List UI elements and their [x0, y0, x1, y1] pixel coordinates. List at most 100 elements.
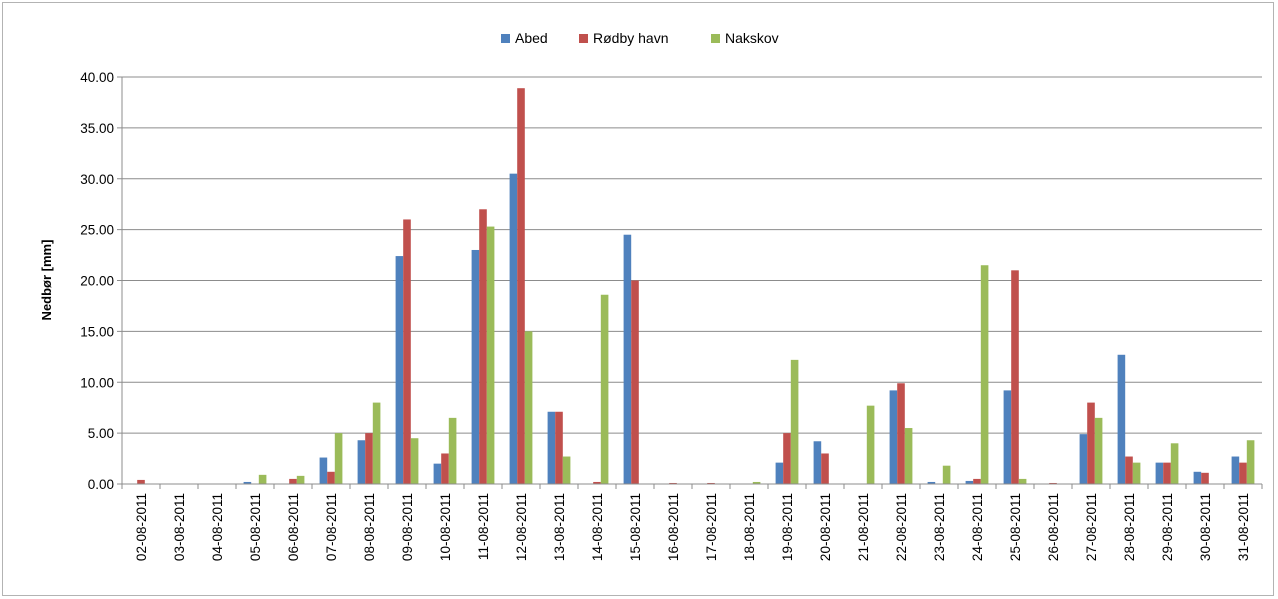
bar-rødby-havn [821, 453, 829, 484]
bar-rødby-havn [1087, 402, 1095, 484]
bar-nakskov [296, 475, 305, 484]
x-tick-label: 16-08-2011 [666, 493, 681, 561]
bar-abed [509, 173, 518, 484]
bar-abed [1155, 462, 1164, 484]
bar-rødby-havn [1125, 456, 1133, 484]
bar-abed [1117, 354, 1126, 484]
bar-abed [1193, 471, 1202, 484]
legend-label: Abed [515, 30, 548, 46]
bar-rødby-havn [555, 411, 563, 484]
legend-swatch [501, 34, 510, 43]
bar-rødby-havn [137, 479, 145, 484]
y-tick-label: 30.00 [80, 172, 114, 187]
x-tick-label: 03-08-2011 [172, 493, 187, 561]
x-tick-label: 31-08-2011 [1236, 493, 1251, 561]
y-tick-labels: 0.00 5.00 10.00 15.00 20.00 25.00 30.00 35.00 40… [80, 70, 114, 492]
legend-label: Nakskov [725, 30, 779, 46]
axes [121, 77, 1263, 489]
x-tick-label: 30-08-2011 [1198, 493, 1213, 561]
y-tick-label: 25.00 [80, 223, 114, 238]
bar-nakskov [1132, 462, 1141, 484]
y-tick-label: 10.00 [80, 375, 114, 390]
bar-abed [433, 463, 442, 484]
y-axis-label: Nedbør [mm] [39, 240, 54, 321]
bar-rødby-havn [707, 482, 715, 484]
bar-rødby-havn [973, 478, 981, 484]
bar-nakskov [334, 433, 343, 484]
x-tick-label: 14-08-2011 [590, 493, 605, 561]
x-tick-label: 22-08-2011 [894, 493, 909, 561]
bar-nakskov [752, 481, 761, 484]
x-tick-label: 23-08-2011 [932, 493, 947, 561]
x-tick-label: 08-08-2011 [362, 493, 377, 561]
bar-abed [471, 249, 480, 484]
legend: Abed Rødby havn Nakskov [501, 30, 779, 46]
bar-rødby-havn [897, 383, 905, 484]
x-tick-label: 13-08-2011 [552, 493, 567, 561]
y-tick-label: 35.00 [80, 121, 114, 136]
bar-rødby-havn [669, 482, 677, 484]
bar-rødby-havn [593, 481, 601, 484]
y-tick-label: 5.00 [88, 426, 114, 441]
x-tick-label: 09-08-2011 [400, 493, 415, 561]
bar-nakskov [448, 417, 457, 484]
x-tick-label: 10-08-2011 [438, 493, 453, 561]
bar-nakskov [790, 359, 799, 484]
bar-nakskov [372, 402, 381, 484]
bar-abed [813, 441, 822, 484]
bar-abed [889, 390, 898, 484]
bar-abed [395, 256, 404, 484]
bar-rødby-havn [1011, 270, 1019, 484]
x-tick-label: 06-08-2011 [286, 493, 301, 561]
x-tick-label: 18-08-2011 [742, 493, 757, 561]
bar-rødby-havn [479, 209, 487, 484]
bar-rødby-havn [441, 453, 449, 484]
bar-abed [623, 234, 632, 484]
x-tick-label: 17-08-2011 [704, 493, 719, 561]
x-tick-label: 04-08-2011 [210, 493, 225, 561]
legend-label: Rødby havn [593, 30, 668, 46]
x-tick-label: 26-08-2011 [1046, 493, 1061, 561]
bar-abed [319, 457, 328, 484]
y-tick-label: 20.00 [80, 274, 114, 289]
bar-nakskov [1170, 443, 1179, 484]
bar-rødby-havn [1201, 472, 1209, 484]
bar-rødby-havn [783, 433, 791, 484]
bar-nakskov [980, 265, 989, 484]
bar-nakskov [866, 405, 875, 484]
bar-rødby-havn [1239, 462, 1247, 484]
legend-swatch [711, 34, 720, 43]
x-tick-label: 24-08-2011 [970, 493, 985, 561]
y-tick-label: 0.00 [88, 477, 114, 492]
bar-nakskov [562, 456, 571, 484]
x-tick-label: 19-08-2011 [780, 493, 795, 561]
bar-abed [965, 480, 974, 484]
bar-nakskov [942, 465, 951, 484]
bar-nakskov [410, 438, 419, 484]
bar-rødby-havn [1049, 482, 1057, 484]
bar-nakskov [904, 428, 913, 484]
bar-rødby-havn [517, 88, 525, 484]
bar-abed [927, 481, 936, 484]
legend-swatch [579, 34, 588, 43]
bar-rødby-havn [289, 478, 297, 484]
gridlines [117, 76, 1262, 485]
bar-nakskov [1246, 440, 1255, 484]
bar-abed [243, 481, 252, 484]
x-tick-label: 12-08-2011 [514, 493, 529, 561]
y-tick-label: 40.00 [80, 70, 114, 85]
bar-abed [1231, 456, 1240, 484]
bar-nakskov [1018, 478, 1027, 484]
x-tick-label: 05-08-2011 [248, 493, 263, 561]
x-tick-label: 15-08-2011 [628, 493, 643, 561]
bar-rødby-havn [365, 433, 373, 484]
bar-abed [357, 440, 366, 484]
y-tick-label: 15.00 [80, 324, 114, 339]
x-tick-label: 29-08-2011 [1160, 493, 1175, 561]
x-tick-label: 20-08-2011 [818, 493, 833, 561]
bar-rødby-havn [1163, 462, 1171, 484]
bar-rødby-havn [403, 219, 411, 484]
bar-abed [775, 462, 784, 484]
x-tick-label: 27-08-2011 [1084, 493, 1099, 561]
